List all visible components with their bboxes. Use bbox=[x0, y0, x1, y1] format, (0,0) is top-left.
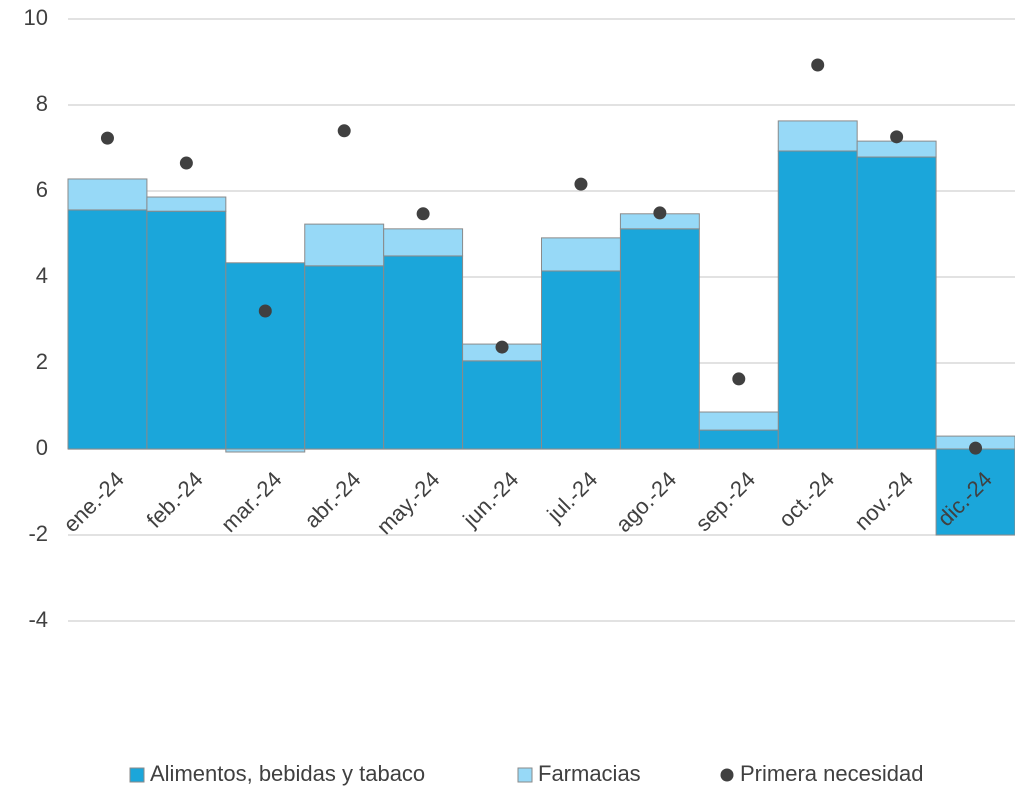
dot bbox=[495, 340, 509, 354]
bar bbox=[225, 262, 306, 450]
x-tick-label: ene.-24 bbox=[58, 467, 128, 537]
bar bbox=[856, 156, 937, 450]
bar bbox=[856, 140, 937, 158]
legend-label: Alimentos, bebidas y tabaco bbox=[150, 761, 425, 786]
dot bbox=[179, 156, 193, 170]
dot bbox=[890, 130, 904, 144]
bar bbox=[383, 228, 464, 257]
bar bbox=[619, 228, 700, 450]
bar bbox=[67, 178, 148, 211]
y-tick-label: 6 bbox=[36, 177, 48, 202]
bar bbox=[541, 237, 621, 272]
legend-marker bbox=[129, 767, 145, 783]
y-tick-label: 8 bbox=[36, 91, 48, 116]
x-tick-label: feb.-24 bbox=[142, 467, 208, 533]
x-tick-label: oct.-24 bbox=[774, 467, 839, 532]
y-tick-label: 4 bbox=[36, 263, 48, 288]
bar bbox=[304, 223, 385, 267]
legend-marker bbox=[517, 767, 533, 783]
x-tick-label: ago.-24 bbox=[611, 467, 681, 537]
dot bbox=[100, 131, 114, 145]
bar bbox=[777, 120, 858, 152]
dot bbox=[969, 441, 983, 455]
dot bbox=[416, 207, 430, 221]
dot bbox=[258, 304, 272, 318]
dot bbox=[653, 206, 667, 220]
dot bbox=[574, 177, 588, 191]
legend-marker bbox=[720, 768, 734, 782]
bar bbox=[698, 411, 779, 431]
bar bbox=[698, 429, 779, 450]
legend-label: Farmacias bbox=[538, 761, 641, 786]
bar bbox=[383, 255, 464, 450]
y-tick-label: 0 bbox=[36, 435, 48, 460]
x-tick-label: nov.-24 bbox=[850, 467, 918, 535]
x-tick-label: jun.-24 bbox=[457, 467, 523, 533]
bar bbox=[541, 270, 621, 450]
legend-label: Primera necesidad bbox=[740, 761, 923, 786]
x-tick-label: may.-24 bbox=[372, 467, 445, 540]
bar bbox=[304, 265, 385, 450]
dot bbox=[732, 372, 746, 386]
y-tick-label: 10 bbox=[24, 5, 48, 30]
y-tick-label: 2 bbox=[36, 349, 48, 374]
dot bbox=[337, 124, 351, 138]
bar bbox=[146, 196, 227, 212]
bar bbox=[777, 150, 858, 450]
x-tick-label: abr.-24 bbox=[299, 467, 365, 533]
bar bbox=[462, 360, 543, 450]
y-tick-label: -4 bbox=[28, 607, 48, 632]
y-tick-label: -2 bbox=[28, 521, 48, 546]
x-tick-label: mar.-24 bbox=[216, 467, 286, 537]
bar bbox=[67, 209, 148, 450]
dot bbox=[811, 58, 825, 72]
x-tick-label: jul.-24 bbox=[542, 467, 603, 528]
x-tick-label: sep.-24 bbox=[691, 467, 761, 537]
bar bbox=[146, 210, 227, 450]
bar bbox=[935, 448, 1015, 536]
bar bbox=[225, 448, 306, 453]
